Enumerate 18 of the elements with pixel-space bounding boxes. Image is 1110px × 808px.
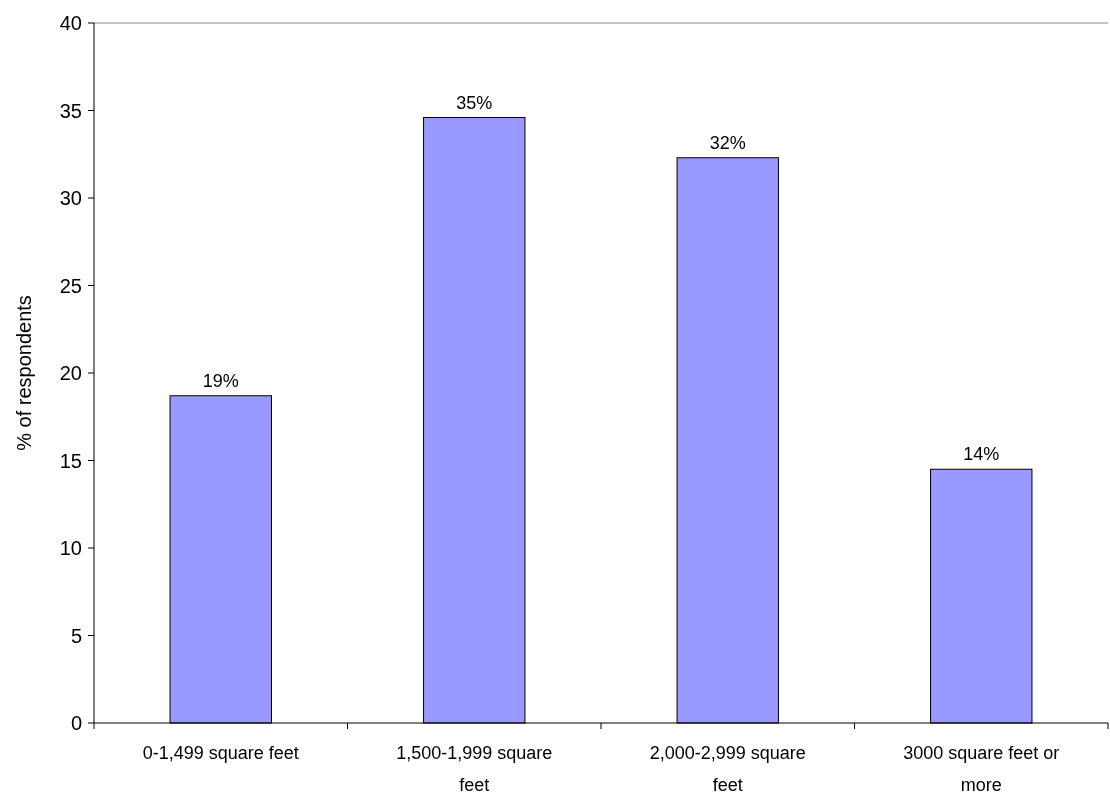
data-label: 35% (456, 92, 493, 113)
data-label: 19% (202, 370, 239, 391)
y-tick-label: 30 (59, 187, 82, 209)
x-tick-label: 1,500-1,999 square feet (396, 743, 553, 795)
y-axis-title: % of respondents (13, 295, 35, 451)
y-tick-label: 15 (59, 449, 82, 472)
data-label: 32% (709, 132, 746, 153)
y-tick-label: 35 (59, 99, 82, 122)
x-tick-label: 0-1,499 square feet (142, 743, 299, 763)
x-tick-label: 3000 square feet or more (903, 743, 1060, 795)
x-tick-label: 2,000-2,999 square feet (649, 743, 806, 795)
y-tick-label: 40 (59, 12, 82, 34)
y-tick-label: 10 (59, 537, 82, 559)
data-label: 14% (963, 444, 1000, 465)
y-tick-label: 20 (59, 362, 82, 384)
y-tick-label: 25 (59, 274, 82, 297)
y-tick-label: 5 (70, 624, 82, 647)
y-tick-label: 0 (70, 712, 82, 734)
